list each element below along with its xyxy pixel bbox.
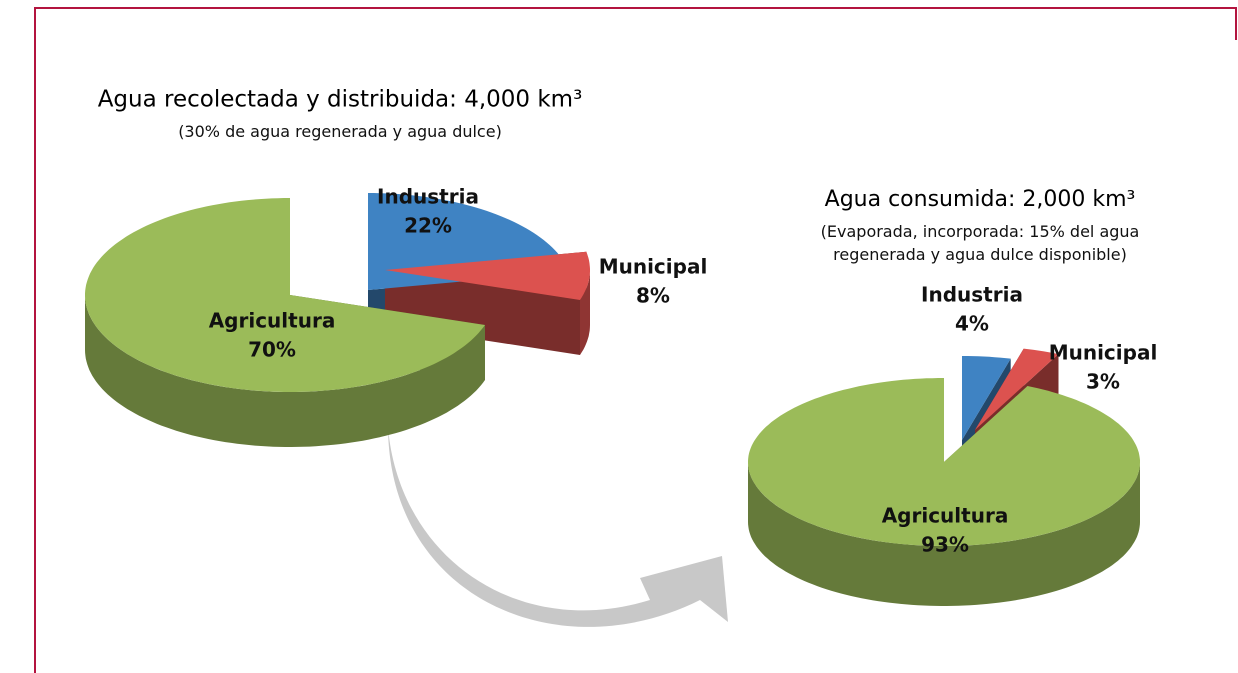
slice (975, 348, 1059, 430)
slice-value-label: 22% (404, 214, 452, 238)
slice-value-label: 93% (921, 533, 969, 557)
slice-side (748, 462, 1140, 606)
slice-category-label: Municipal (1049, 341, 1158, 365)
slice-category-label: Municipal (599, 255, 708, 279)
slice (962, 356, 1011, 440)
frame (34, 7, 1237, 673)
slice-side (385, 270, 580, 355)
chart-title: Agua consumida: 2,000 km³ (825, 187, 1136, 212)
chart-title: Agua recolectada y distribuida: 4,000 km… (98, 87, 583, 113)
slice-category-label: Agricultura (209, 309, 336, 333)
slice-side (580, 270, 590, 355)
slice (85, 198, 485, 392)
slice-value-label: 8% (636, 284, 670, 308)
slice (385, 251, 590, 300)
slice-value-label: 70% (248, 338, 296, 362)
chart-subtitle: (Evaporada, incorporada: 15% del agua re… (820, 222, 1140, 264)
slice-category-label: Agricultura (882, 504, 1009, 528)
slice (748, 378, 1140, 546)
slice-side (85, 295, 485, 447)
chart-subtitle-box: (30% de agua regenerada y agua dulce) (178, 122, 502, 141)
slice-value-label: 4% (955, 312, 989, 336)
slice-category-label: Industria (921, 283, 1023, 307)
slice-category-label: Industria (377, 185, 479, 209)
flow-arrow (388, 428, 728, 627)
chart-subtitle-box: (Evaporada, incorporada: 15% del agua re… (820, 222, 1140, 264)
slice-value-label: 3% (1086, 370, 1120, 394)
chart-subtitle: (30% de agua regenerada y agua dulce) (178, 122, 502, 141)
